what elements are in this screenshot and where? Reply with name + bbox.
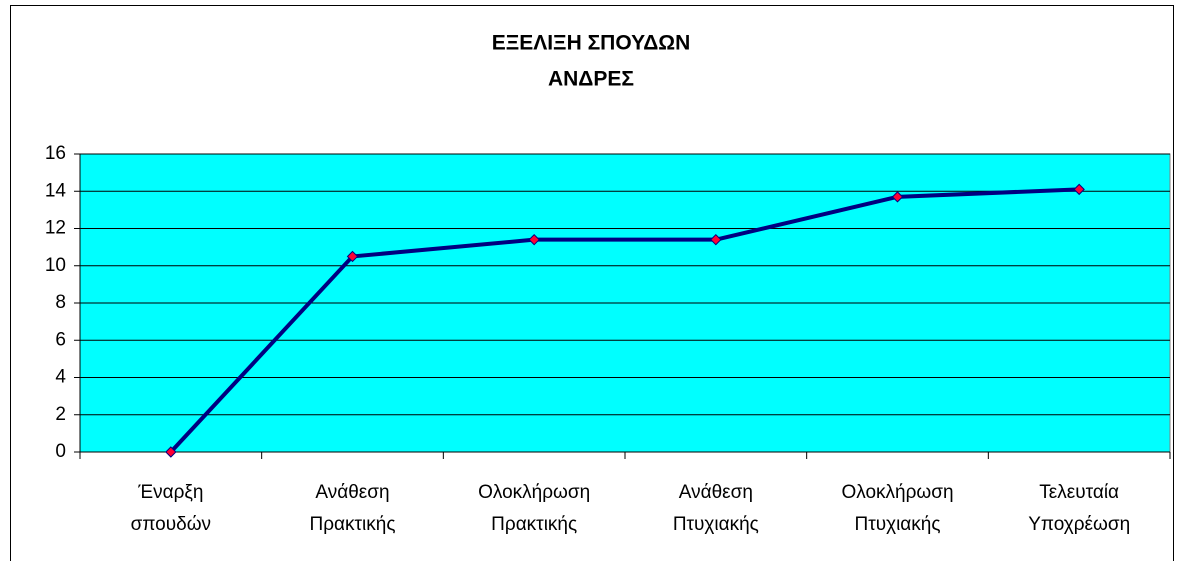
chart-border (10, 5, 1174, 561)
x-tick-label: σπουδών (131, 514, 211, 535)
x-tick-label: Πτυχιακής (854, 514, 940, 535)
x-tick-label: Ολοκλήρωση (478, 482, 590, 503)
x-tick-label: Τελευταία (1039, 482, 1119, 503)
x-tick-label: Ανάθεση (315, 482, 389, 503)
y-tick-label: 4 (55, 367, 66, 388)
y-tick-label: 10 (45, 255, 66, 276)
marker (1073, 183, 1085, 196)
y-tick-label: 16 (45, 143, 66, 164)
marker (346, 250, 359, 263)
y-tick-label: 6 (55, 329, 66, 350)
y-tick-label: 0 (55, 441, 66, 462)
x-tick-label: Πτυχιακής (673, 514, 759, 535)
x-tick-label: Ολοκλήρωση (841, 482, 953, 503)
marker (165, 446, 177, 458)
y-tick-label: 8 (55, 292, 66, 313)
x-tick-label: Πρακτικής (310, 514, 396, 535)
x-tick-label: Έναρξη (137, 482, 203, 503)
chart-subtitle: ΑΝΔΡΕΣ (548, 68, 634, 91)
series-line (169, 187, 1080, 454)
chart-title: ΕΞΕΛΙΞΗ ΣΠΟΥΔΩΝ (492, 32, 691, 55)
x-tick-label: Υποχρέωση (1028, 514, 1130, 535)
y-tick-label: 12 (45, 218, 66, 239)
marker (891, 191, 904, 203)
marker (710, 233, 722, 246)
x-tick-label: Πρακτικής (491, 514, 577, 535)
marker (528, 233, 540, 246)
y-tick-label: 2 (55, 404, 66, 425)
y-tick-label: 14 (45, 180, 67, 201)
x-tick-label: Ανάθεση (679, 482, 753, 503)
